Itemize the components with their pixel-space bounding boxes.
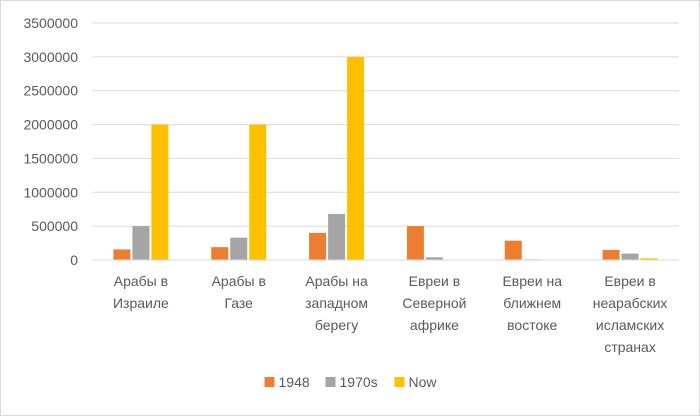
y-tick-label: 0 <box>70 252 78 268</box>
bar-Now-0 <box>151 125 168 260</box>
bar-1970s-2 <box>328 214 345 260</box>
bar-1948-2 <box>309 233 326 260</box>
bar-1948-1 <box>211 247 228 260</box>
legend-swatch-Now <box>395 377 405 387</box>
legend-label-1970s: 1970s <box>340 374 378 390</box>
bar-Now-2 <box>347 57 364 260</box>
bar-1948-4 <box>505 241 522 260</box>
y-tick-label: 500000 <box>31 218 78 234</box>
legend-swatch-1948 <box>265 377 275 387</box>
legend-label-1948: 1948 <box>279 374 310 390</box>
legend-label-Now: Now <box>409 374 438 390</box>
y-tick-label: 1000000 <box>23 184 78 200</box>
legend-swatch-1970s <box>326 377 336 387</box>
bar-1970s-0 <box>132 226 149 260</box>
y-tick-label: 1500000 <box>23 150 78 166</box>
bar-1970s-5 <box>622 254 639 260</box>
y-tick-label: 2500000 <box>23 83 78 99</box>
bar-Now-1 <box>249 125 266 260</box>
y-tick-label: 3000000 <box>23 49 78 65</box>
bar-1948-3 <box>407 226 424 260</box>
y-tick-label: 2000000 <box>23 117 78 133</box>
gridlines <box>92 23 679 226</box>
bar-1970s-1 <box>230 238 247 260</box>
y-axis: 0 500000 1000000 1500000 2000000 2500000 30000… <box>23 15 78 268</box>
bar-1948-0 <box>113 249 130 260</box>
bar-1948-5 <box>603 250 620 260</box>
legend: 1948 1970s Now <box>265 374 438 390</box>
y-tick-label: 3500000 <box>23 15 78 31</box>
